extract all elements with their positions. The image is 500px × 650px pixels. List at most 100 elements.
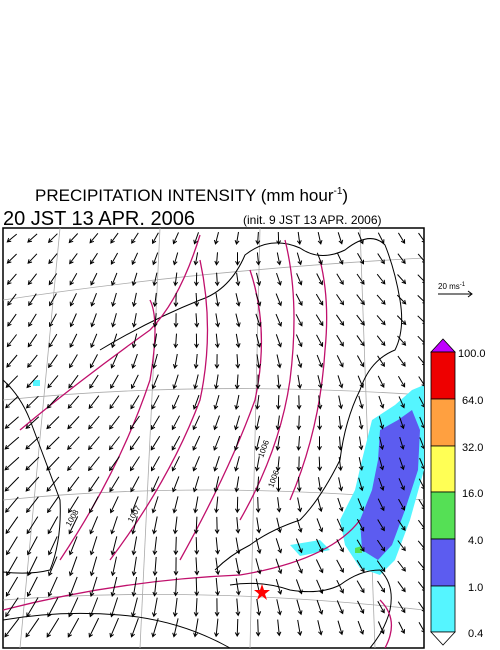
wind-arrow	[398, 478, 405, 491]
wind-arrow	[194, 313, 200, 328]
wind-arrow	[358, 477, 364, 492]
colorbar-bin	[430, 538, 456, 587]
wind-arrow	[315, 559, 324, 574]
wind-arrow	[417, 253, 424, 263]
wind-arrow	[378, 457, 385, 471]
wind-arrow	[110, 353, 118, 369]
wind-arrow	[69, 313, 77, 328]
wind-arrow	[172, 597, 178, 618]
wind-arrow	[173, 577, 179, 597]
wind-arrow	[131, 232, 139, 244]
vector-scale-arrow	[438, 290, 473, 298]
wind-arrow	[275, 415, 281, 431]
wind-arrow	[417, 315, 424, 325]
wind-arrow	[296, 231, 302, 245]
wind-arrow	[215, 313, 220, 328]
wind-arrow	[357, 252, 364, 265]
valid-time: 20 JST 13 APR. 2006	[3, 208, 195, 230]
wind-arrow	[152, 556, 158, 577]
wind-arrow	[255, 252, 261, 266]
wind-arrow	[48, 273, 58, 286]
wind-arrow	[69, 333, 78, 349]
wind-arrow	[150, 435, 161, 451]
wind-arrow	[356, 335, 365, 347]
wind-arrow	[129, 456, 140, 472]
colorbar-bin	[430, 351, 456, 400]
wind-arrow	[110, 536, 118, 556]
wind-arrow	[275, 558, 283, 575]
wind-arrow	[172, 476, 180, 493]
wind-arrow	[296, 436, 302, 451]
wind-arrow	[396, 315, 407, 326]
colorbar-label: 64.0	[462, 395, 483, 407]
wind-arrow	[418, 621, 424, 633]
wind-arrow	[68, 576, 78, 598]
wind-arrow	[317, 436, 322, 451]
wind-arrow	[418, 396, 424, 408]
precip-light	[33, 380, 40, 386]
wind-arrow	[356, 560, 365, 573]
wind-arrow	[399, 457, 405, 471]
wind-arrow	[109, 456, 120, 472]
wind-arrow	[192, 456, 200, 472]
wind-arrow	[110, 333, 118, 349]
wind-arrow	[317, 497, 323, 513]
wind-arrow	[213, 231, 219, 245]
wind-arrow	[111, 313, 117, 328]
wind-arrow	[214, 618, 219, 638]
wind-arrow	[419, 437, 424, 450]
wind-arrow	[379, 436, 385, 451]
isobars	[3, 234, 392, 648]
wind-arrow	[276, 497, 282, 513]
wind-arrow	[417, 274, 424, 284]
wind-arrow	[377, 621, 385, 635]
wind-arrow	[418, 232, 424, 243]
wind-arrow	[110, 597, 119, 618]
wind-arrow	[316, 538, 324, 553]
colorbar-over	[430, 338, 456, 353]
wind-arrow	[297, 497, 303, 513]
wind-arrow	[399, 436, 405, 450]
wind-arrow	[173, 333, 179, 349]
wind-arrow	[172, 232, 179, 245]
wind-arrow	[193, 598, 199, 617]
wind-arrow	[235, 252, 240, 266]
wind-arrow	[256, 517, 262, 534]
colorbar-bin	[430, 445, 456, 493]
wind-arrow	[356, 518, 365, 532]
wind-arrow	[213, 394, 220, 410]
wind-arrow	[4, 416, 19, 429]
wind-arrow	[376, 335, 386, 347]
wind-arrow	[5, 375, 19, 389]
wind-arrow	[152, 292, 158, 308]
coastline	[3, 238, 403, 648]
wind-arrow	[336, 294, 345, 306]
wind-arrow	[296, 517, 303, 533]
wind-arrow	[337, 232, 344, 245]
wind-arrow	[337, 436, 343, 451]
wind-arrow	[417, 561, 424, 571]
wind-arrow	[67, 395, 80, 409]
wind-arrow	[108, 415, 120, 430]
wind-arrow	[214, 252, 220, 266]
wind-arrow	[27, 233, 38, 243]
wind-arrow	[397, 274, 407, 285]
wind-arrow	[215, 537, 220, 555]
wind-arrow	[5, 395, 19, 409]
wind-arrow	[358, 395, 364, 410]
wind-arrow	[275, 395, 281, 410]
wind-arrow	[234, 618, 240, 637]
wind-arrow	[256, 598, 262, 616]
wind-arrow	[90, 313, 97, 328]
wind-arrow	[234, 394, 240, 411]
wind-arrow	[397, 540, 406, 552]
wind-arrow	[68, 597, 79, 618]
wind-arrow	[68, 374, 79, 389]
wind-arrow	[6, 354, 18, 368]
wind-arrow	[235, 598, 241, 617]
wind-arrow	[152, 252, 159, 266]
colorbar-bin	[430, 398, 456, 447]
wind-arrow	[377, 601, 385, 614]
wind-arrow	[295, 334, 303, 348]
